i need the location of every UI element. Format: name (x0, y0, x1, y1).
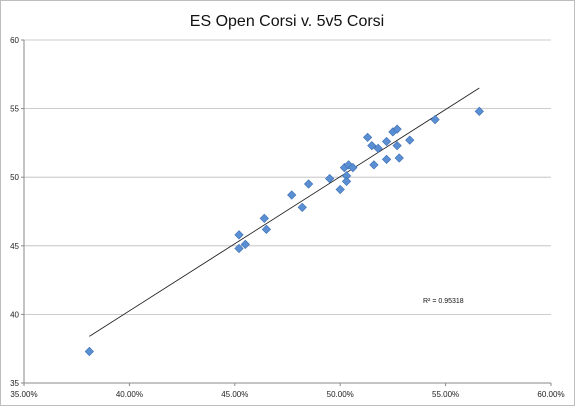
data-point (367, 141, 377, 151)
gridlines (24, 39, 551, 315)
data-point (405, 135, 415, 145)
y-tick-label: 35 (10, 379, 19, 388)
y-tick-label: 40 (10, 310, 19, 319)
data-point (474, 106, 484, 116)
x-axis-ticks: 35.00% 40.00% 45.00% 50.00% 55.00% 60.00% (10, 383, 565, 399)
y-axis-ticks: 35 40 45 50 55 60 (10, 36, 24, 388)
data-point (392, 124, 402, 134)
data-point (259, 213, 269, 223)
y-tick-label: 50 (10, 173, 19, 182)
data-point (369, 160, 379, 170)
trendline-group (89, 87, 480, 337)
y-tick-label: 55 (10, 105, 19, 114)
y-tick-label: 45 (10, 242, 19, 251)
data-point (84, 346, 94, 357)
x-tick-label: 55.00% (432, 390, 459, 399)
data-point (303, 179, 314, 189)
data-point (394, 153, 404, 163)
x-tick-label: 45.00% (221, 390, 248, 399)
data-point (234, 230, 244, 240)
x-tick-label: 50.00% (327, 390, 354, 399)
data-point (348, 162, 358, 173)
data-point (430, 114, 440, 125)
y-tick-label: 60 (10, 36, 19, 45)
x-tick-label: 60.00% (537, 390, 564, 399)
data-point (297, 202, 307, 213)
data-point (381, 136, 392, 147)
data-point (335, 184, 345, 195)
chart-title: ES Open Corsi v. 5v5 Corsi (190, 13, 384, 30)
data-point (287, 190, 297, 200)
x-tick-label: 35.00% (10, 390, 37, 399)
data-point (362, 132, 373, 143)
data-point (325, 173, 335, 184)
data-points (84, 106, 484, 357)
data-point (392, 141, 402, 151)
data-point (341, 176, 352, 186)
axes (23, 40, 551, 384)
trendline (89, 87, 480, 337)
data-point (240, 239, 250, 250)
data-point (381, 154, 392, 164)
data-point (261, 224, 272, 234)
data-point (373, 143, 383, 154)
r-squared-annotation: R² = 0.95318 (423, 298, 464, 305)
x-tick-label: 40.00% (116, 390, 143, 399)
data-point (234, 243, 244, 254)
